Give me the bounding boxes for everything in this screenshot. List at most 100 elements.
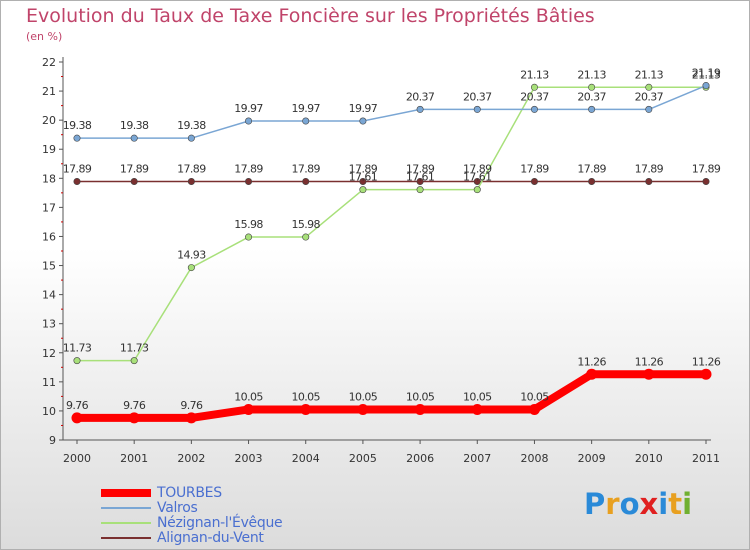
data-label: 10.05 [406, 390, 435, 403]
series-point [473, 105, 481, 113]
y-tick-label: 17 [42, 201, 56, 214]
data-label: 17.89 [577, 163, 606, 176]
series-point [302, 233, 310, 241]
data-label: 11.26 [577, 355, 606, 368]
data-label: 17.89 [463, 163, 492, 176]
series-point [588, 105, 596, 113]
y-tick-label: 14 [42, 289, 56, 302]
y-tick-label: 18 [42, 172, 56, 185]
data-label: 21.13 [635, 68, 664, 81]
legend-label-alignan: Alignan-du-Vent [157, 529, 264, 546]
series-point [414, 403, 426, 415]
series-point [359, 178, 367, 186]
data-label: 15.98 [291, 218, 320, 231]
x-tick-label: 2006 [406, 452, 434, 465]
x-tick-label: 2000 [63, 452, 91, 465]
series-point [416, 178, 424, 186]
data-label: 10.05 [349, 390, 378, 403]
data-label: 11.73 [120, 342, 149, 355]
series-point [130, 178, 138, 186]
y-tick-label: 19 [42, 143, 56, 156]
data-label: 17.89 [177, 163, 206, 176]
y-tick-label: 20 [42, 114, 56, 127]
series-point [130, 357, 138, 365]
y-tick-label: 9 [49, 434, 56, 447]
data-label: 10.05 [234, 390, 263, 403]
y-tick-label: 10 [42, 405, 56, 418]
x-tick-label: 2001 [120, 452, 148, 465]
series-point [702, 178, 710, 186]
series-point [357, 403, 369, 415]
x-tick-label: 2009 [578, 452, 606, 465]
series-point [473, 178, 481, 186]
series-point [700, 368, 712, 380]
y-tick-label: 12 [42, 347, 56, 360]
series-point [645, 178, 653, 186]
logo-letter: x [639, 487, 659, 521]
series-point [300, 403, 312, 415]
series-point [73, 357, 81, 365]
data-label: 14.93 [177, 249, 206, 262]
series-point [359, 117, 367, 125]
chart-subtitle: (en %) [26, 30, 63, 43]
series-point [245, 178, 253, 186]
data-label: 17.61 [406, 171, 435, 184]
legend-label-valros: Valros [157, 499, 198, 516]
series-point [471, 403, 483, 415]
y-tick-label: 21 [42, 85, 56, 98]
data-label: 17.61 [463, 171, 492, 184]
data-label: 17.89 [692, 163, 721, 176]
logo-letter: r [605, 487, 620, 521]
series-point [416, 186, 424, 194]
series-point [73, 134, 81, 142]
data-label: 10.05 [520, 390, 549, 403]
data-label: 19.97 [234, 102, 263, 115]
series-point [185, 412, 197, 424]
data-label: 17.89 [63, 163, 92, 176]
series-line [77, 370, 706, 422]
data-label: 17.89 [234, 163, 263, 176]
data-label: 21.13 [520, 68, 549, 81]
data-label: 17.89 [406, 163, 435, 176]
logo-letter: i [682, 487, 693, 521]
series-point [643, 368, 655, 380]
legend-swatch-nezignan [101, 521, 151, 524]
legend-item-tourbes: TOURBES [101, 484, 282, 501]
series-point [187, 264, 195, 272]
chart-legend: TOURBES Valros Nézignan-l'Évêque Alignan… [101, 484, 283, 546]
series-point [528, 403, 540, 415]
data-label: 21.13 [692, 68, 721, 81]
series-point [359, 186, 367, 194]
data-label: 10.05 [291, 390, 320, 403]
x-tick-label: 2003 [235, 452, 263, 465]
series-point [71, 412, 83, 424]
chart-title: Evolution du Taux de Taxe Foncière sur l… [26, 5, 595, 27]
data-label: 19.97 [349, 102, 378, 115]
series-point [530, 83, 538, 91]
x-tick-label: 2007 [463, 452, 491, 465]
series-point [416, 105, 424, 113]
data-label: 20.37 [520, 90, 549, 103]
data-label: 10.05 [463, 390, 492, 403]
legend-item-nezignan: Nézignan-l'Évêque [101, 515, 283, 531]
y-tick-label: 22 [42, 56, 56, 69]
legend-swatch-tourbes [101, 488, 151, 497]
data-label: 19.38 [120, 119, 149, 132]
series-point [243, 403, 255, 415]
data-label: 11.73 [63, 342, 92, 355]
proxiti-logo: Proxiti [584, 487, 692, 521]
series-point [73, 178, 81, 186]
y-tick-label: 16 [42, 230, 56, 243]
data-label: 15.98 [234, 218, 263, 231]
x-tick-label: 2008 [520, 452, 548, 465]
legend-label-tourbes: TOURBES [157, 484, 222, 501]
legend-item-valros: Valros [101, 499, 282, 516]
logo-letter: o [619, 487, 640, 521]
x-tick-label: 2002 [177, 452, 205, 465]
series-point [588, 178, 596, 186]
legend-item-alignan: Alignan-du-Vent [101, 529, 282, 546]
data-label: 17.89 [520, 163, 549, 176]
series-line [77, 86, 706, 362]
series-point [245, 117, 253, 125]
